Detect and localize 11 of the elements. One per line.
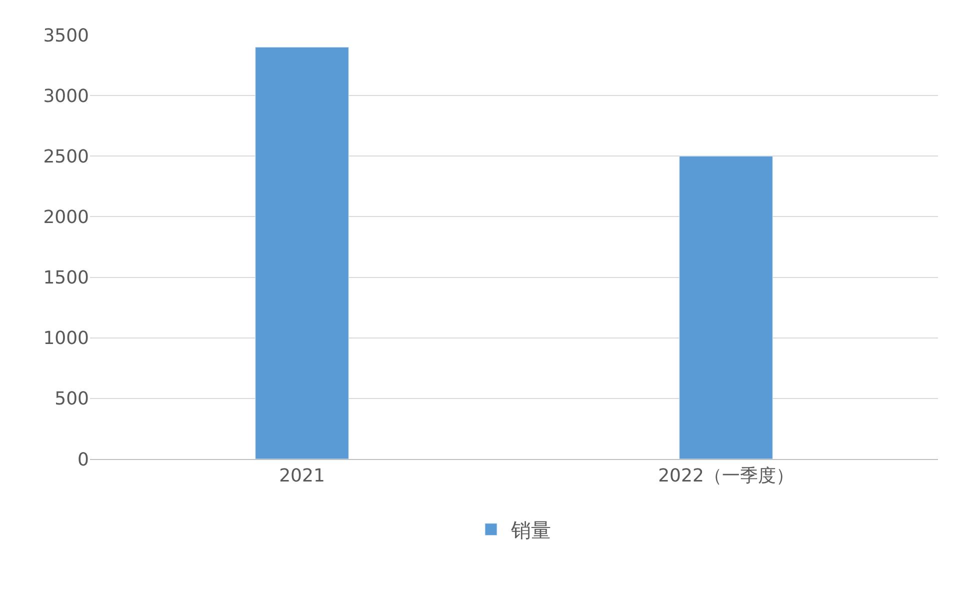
y-tick-label: 3000 xyxy=(43,86,89,107)
x-tick-label: 2022（一季度） xyxy=(658,466,794,487)
y-tick-label: 500 xyxy=(54,388,89,410)
y-tick-label: 0 xyxy=(78,449,89,470)
y-tick-label: 1000 xyxy=(43,328,89,350)
y-tick-label: 1500 xyxy=(43,268,89,289)
x-tick-label: 2021 xyxy=(279,466,325,487)
y-tick-label: 2000 xyxy=(43,207,89,228)
y-tick-label: 3500 xyxy=(43,25,89,46)
legend-label: 销量 xyxy=(510,518,551,542)
y-tick-label: 2500 xyxy=(43,146,89,168)
